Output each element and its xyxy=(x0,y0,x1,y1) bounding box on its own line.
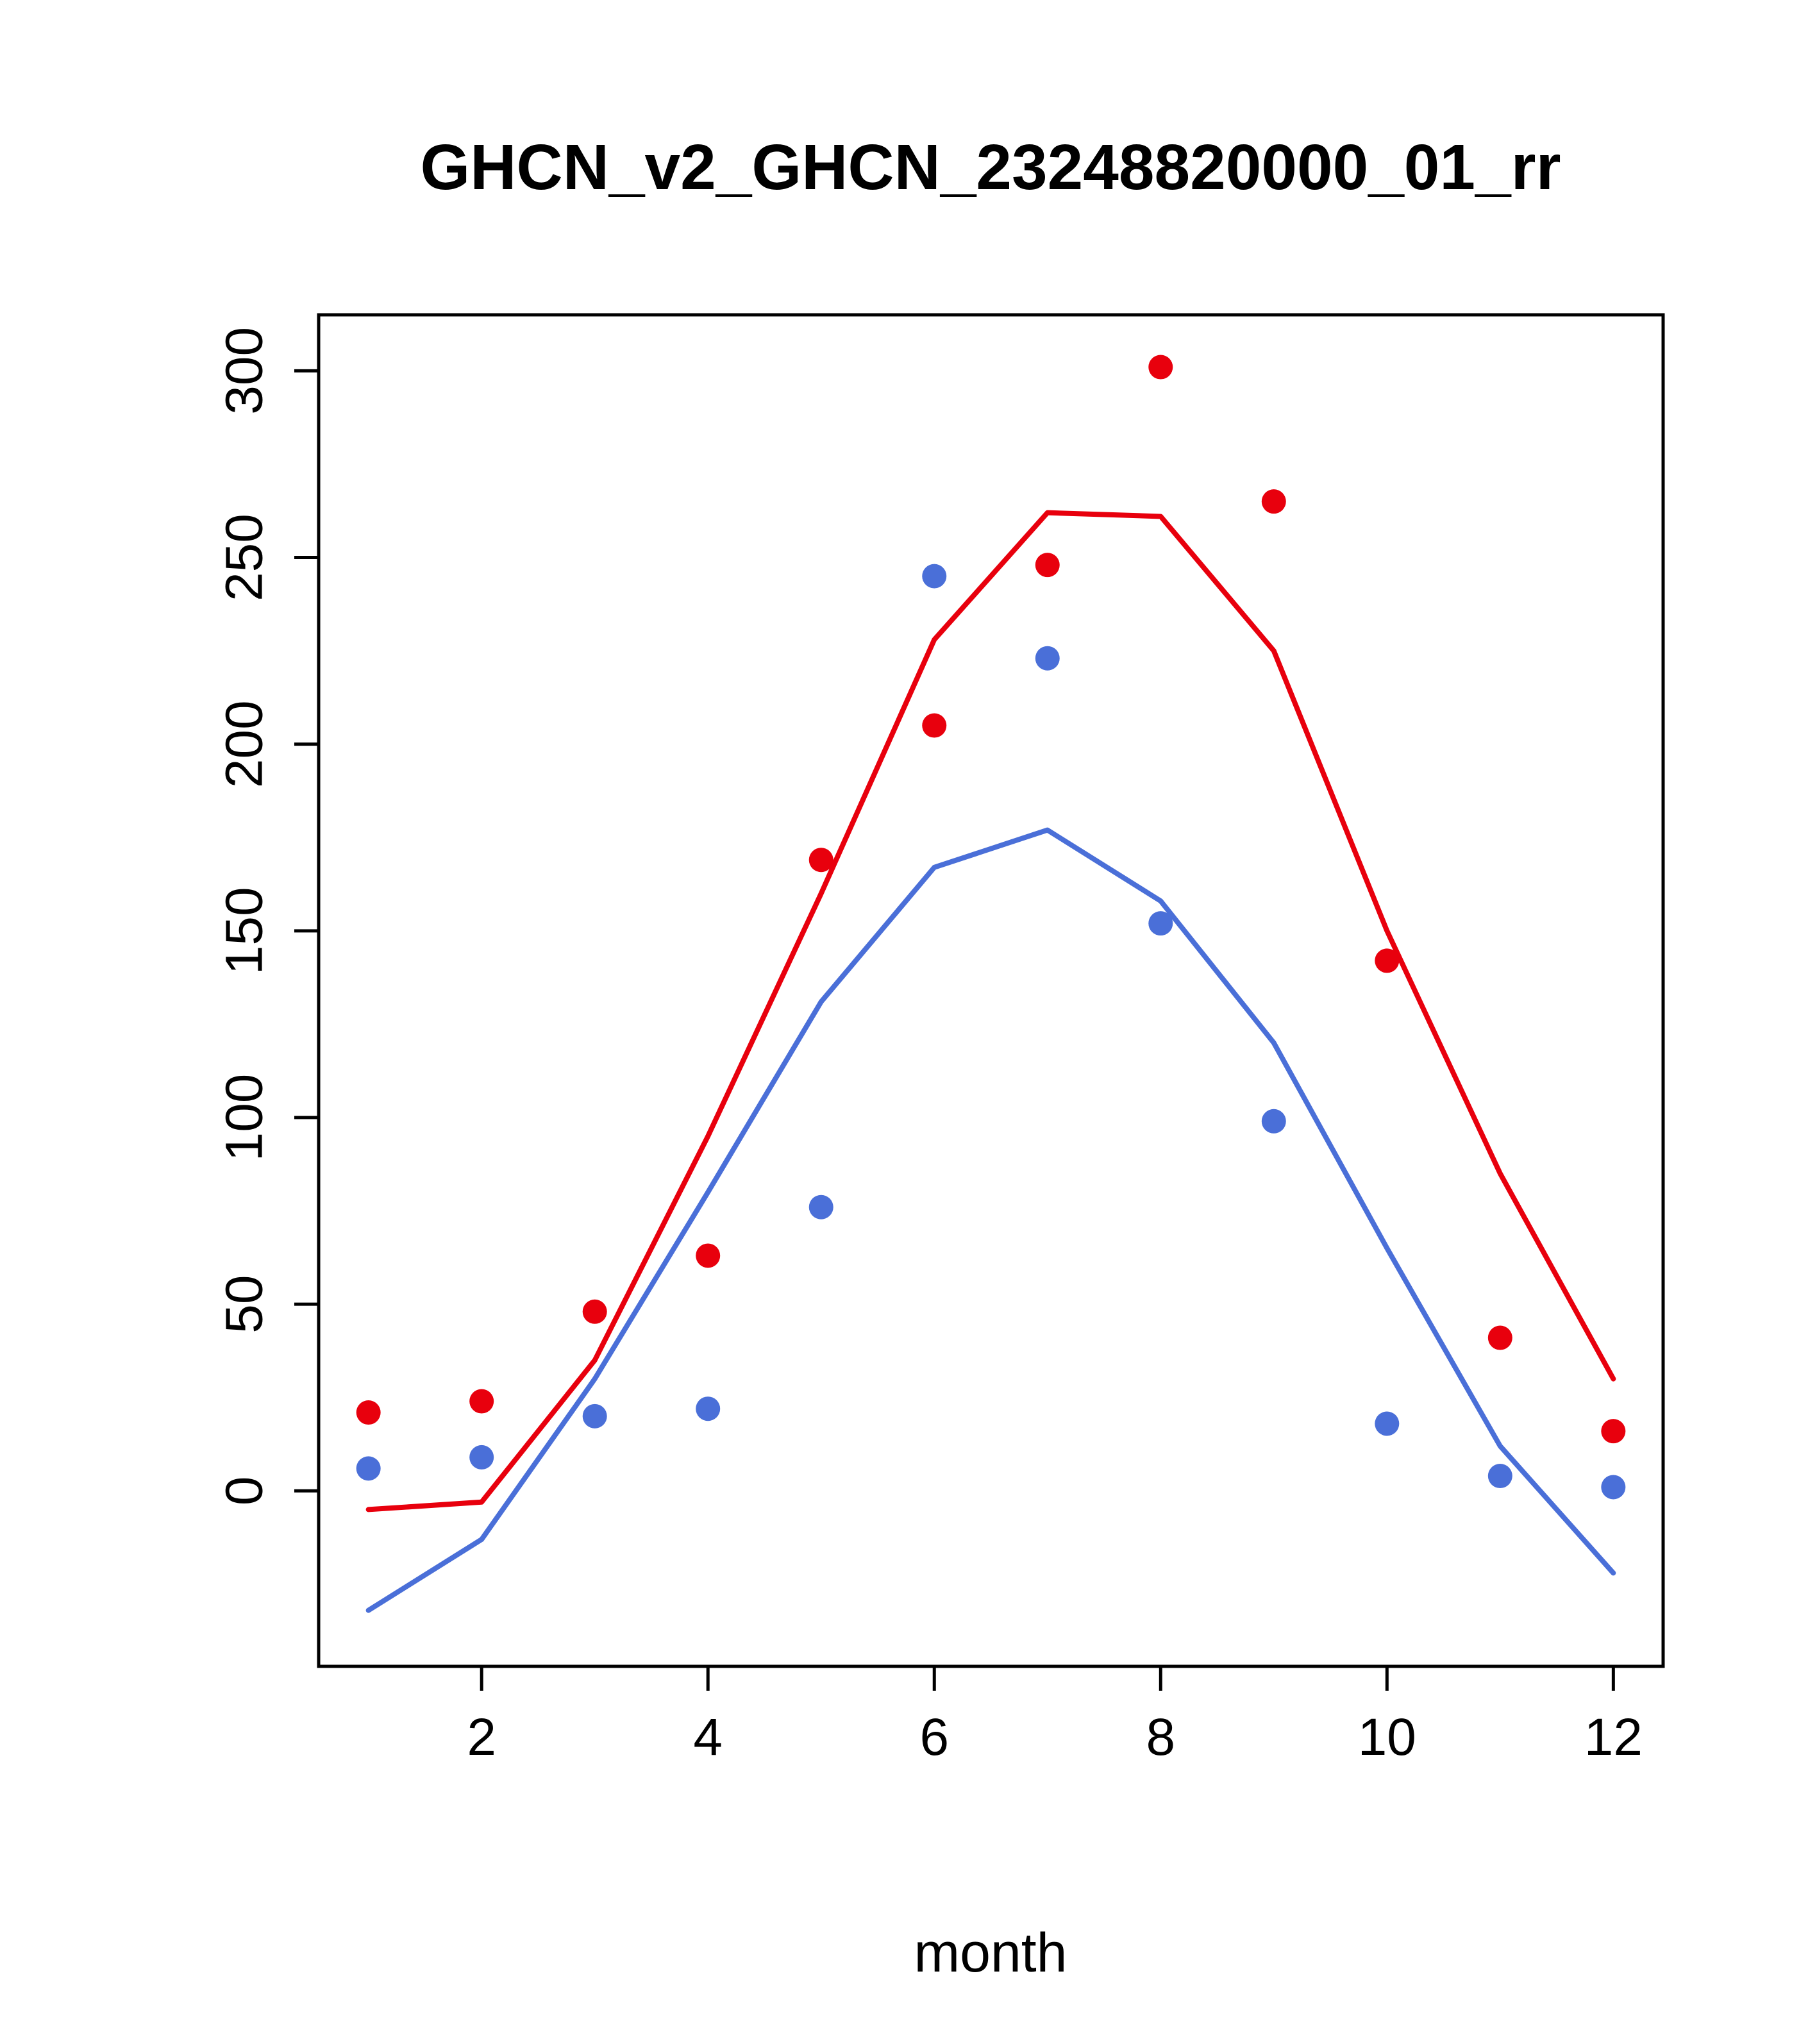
x-axis-title: month xyxy=(914,1922,1067,1984)
y-tick-label: 150 xyxy=(215,887,274,975)
data-point-red-points xyxy=(1148,355,1173,380)
x-tick-label: 8 xyxy=(1146,1708,1175,1766)
x-tick-label: 2 xyxy=(467,1708,496,1766)
data-point-red-points xyxy=(1261,489,1286,514)
data-point-blue-points xyxy=(469,1445,494,1470)
data-point-blue-points xyxy=(582,1403,607,1428)
x-tick-label: 6 xyxy=(919,1708,949,1766)
x-tick-label: 10 xyxy=(1358,1708,1416,1766)
data-point-red-points xyxy=(582,1299,607,1324)
y-tick-label: 300 xyxy=(215,327,274,415)
x-tick-label: 12 xyxy=(1584,1708,1643,1766)
data-point-red-points xyxy=(922,713,947,738)
data-point-blue-points xyxy=(922,564,947,589)
data-point-red-points xyxy=(1375,948,1400,973)
x-tick-label: 4 xyxy=(693,1708,723,1766)
data-point-blue-points xyxy=(1148,911,1173,936)
data-point-red-points xyxy=(1035,553,1060,578)
y-tick-label: 0 xyxy=(215,1477,274,1506)
y-tick-label: 100 xyxy=(215,1074,274,1162)
data-point-blue-points xyxy=(808,1194,833,1219)
series-red-line xyxy=(365,510,1616,1512)
data-point-blue-points xyxy=(356,1456,381,1481)
data-point-blue-points xyxy=(1261,1109,1286,1134)
data-point-blue-points xyxy=(1035,646,1060,671)
y-tick-label: 250 xyxy=(215,514,274,601)
data-point-red-points xyxy=(469,1389,494,1414)
series-blue-line xyxy=(365,827,1616,1613)
data-point-blue-points xyxy=(1375,1411,1400,1436)
y-tick-label: 50 xyxy=(215,1275,274,1334)
plot-box xyxy=(317,313,1665,1668)
data-point-blue-points xyxy=(1487,1464,1512,1489)
plot-area: 2 4 6 8 10 12 0 50 100 150 200 250 300 xyxy=(215,313,1665,1766)
data-point-red-points xyxy=(1601,1419,1626,1444)
data-point-blue-points xyxy=(696,1396,721,1421)
y-tick-label: 200 xyxy=(215,700,274,788)
data-point-red-points xyxy=(696,1243,721,1268)
data-point-red-points xyxy=(1487,1325,1512,1350)
data-point-red-points xyxy=(356,1400,381,1425)
chart-title: GHCN_v2_GHCN_23248820000_01_rr xyxy=(420,131,1561,203)
data-point-blue-points xyxy=(1601,1475,1626,1500)
data-point-red-points xyxy=(808,848,833,873)
